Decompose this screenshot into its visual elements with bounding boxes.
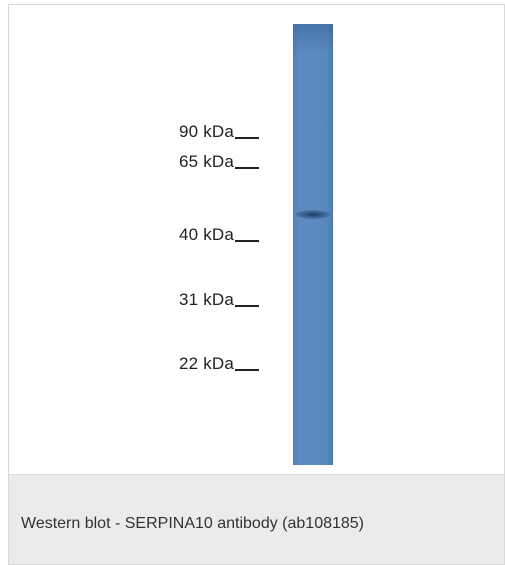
marker-tick	[235, 369, 260, 371]
protein-band	[296, 210, 330, 219]
marker-31kda: 31 kDa	[179, 286, 289, 310]
marker-tick	[235, 167, 260, 169]
marker-label: 65 kDa	[179, 152, 235, 171]
marker-65kda: 65 kDa	[179, 148, 289, 172]
marker-tick	[235, 137, 260, 139]
marker-tick	[235, 305, 260, 307]
caption-bar: Western blot - SERPINA10 antibody (ab108…	[9, 474, 504, 564]
marker-label: 40 kDa	[179, 225, 235, 244]
marker-22kda: 22 kDa	[179, 350, 289, 374]
figure-card: 90 kDa 65 kDa 40 kDa 31 kDa 22 kDa Weste…	[8, 4, 505, 565]
blot-lane	[293, 24, 333, 465]
marker-label: 31 kDa	[179, 290, 235, 309]
western-blot-image: 90 kDa 65 kDa 40 kDa 31 kDa 22 kDa	[9, 5, 504, 473]
marker-label: 22 kDa	[179, 354, 235, 373]
figure-caption: Western blot - SERPINA10 antibody (ab108…	[21, 515, 365, 532]
marker-label: 90 kDa	[179, 122, 235, 141]
marker-tick	[235, 240, 260, 242]
marker-40kda: 40 kDa	[179, 221, 289, 245]
marker-90kda: 90 kDa	[179, 118, 289, 142]
